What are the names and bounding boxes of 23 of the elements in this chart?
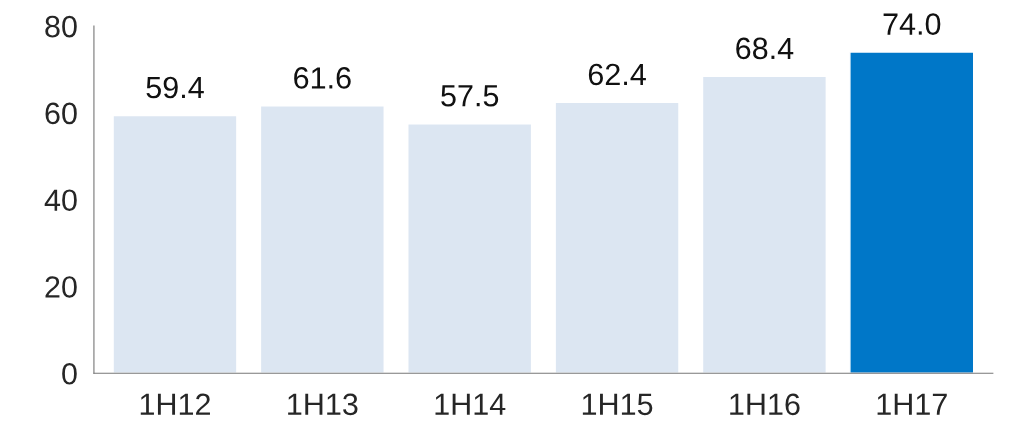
data-label: 61.6: [294, 67, 351, 89]
bar: [701, 75, 828, 374]
y-tick-label: 20: [45, 276, 77, 298]
bar: [554, 101, 680, 374]
y-tick-label: 40: [44, 189, 77, 212]
bar: [112, 114, 238, 374]
bar: [259, 105, 385, 374]
y-tick-label: 0: [62, 362, 77, 385]
x-tick-label: 1H17: [877, 393, 947, 415]
x-tick-label: 1H14: [435, 393, 506, 415]
x-tick-label: 1H13: [288, 393, 358, 416]
data-label: 74.0: [883, 13, 941, 35]
bar: [849, 51, 975, 374]
x-tick-label: 1H12: [140, 393, 210, 415]
x-tick-label: 1H15: [582, 393, 653, 416]
data-label: 68.4: [736, 37, 794, 60]
y-tick-label: 80: [45, 15, 77, 38]
data-label: 57.5: [441, 85, 499, 107]
data-label: 59.4: [146, 76, 204, 99]
x-tick-label: 1H16: [730, 393, 800, 416]
data-label: 62.4: [588, 63, 646, 86]
y-tick-label: 60: [45, 102, 77, 125]
bar: [407, 122, 533, 374]
